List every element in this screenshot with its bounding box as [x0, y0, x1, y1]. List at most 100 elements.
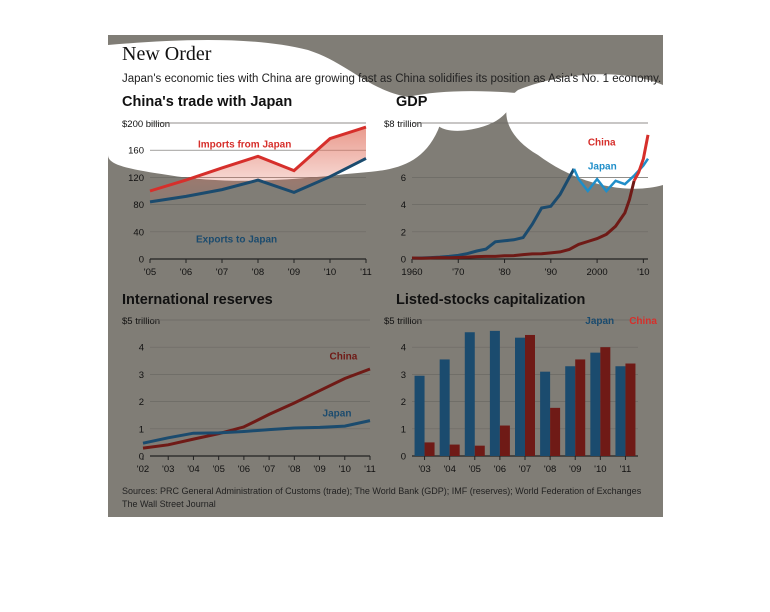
- trade-chart: $200 billion 0 40 80 120 160 '05 '06 '07 '08 '09 '1…: [122, 119, 372, 278]
- reserves-ytick-label: 2: [139, 397, 144, 408]
- reserves-ytick-label: 4: [139, 343, 144, 354]
- japan-stocks-legend: Japan: [585, 316, 614, 327]
- japan-reserves-line: [142, 419, 371, 445]
- china-market-cap-bar: [600, 347, 611, 456]
- china-gdp-line: [411, 180, 636, 260]
- china-market-cap-bar: [625, 363, 636, 456]
- japan-market-cap-bar: [590, 352, 601, 456]
- trade-ytick-label: 120: [128, 173, 144, 184]
- japan-market-cap-bar: [439, 359, 450, 456]
- exports-series-label: Exports to Japan: [196, 235, 277, 246]
- china-reserves-label: China: [330, 351, 358, 362]
- reserves-xtick-label: '03: [162, 464, 174, 475]
- reserves-xtick-label: '07: [263, 464, 275, 475]
- japan-market-cap-bar: [515, 337, 525, 456]
- trade-chart-title: China's trade with Japan: [122, 94, 293, 110]
- stocks-xtick-label: '06: [494, 464, 506, 475]
- sources-note: Sources: PRC General Administration of C…: [122, 486, 642, 496]
- japan-market-cap-bar: [565, 366, 576, 456]
- gdp-xtick-label: '90: [545, 267, 557, 278]
- stocks-ytick-label: 1: [401, 424, 406, 435]
- trade-xtick-label: '09: [288, 267, 300, 278]
- stocks-xtick-label: '09: [569, 464, 581, 475]
- trade-xtick-label: '11: [360, 267, 372, 278]
- stocks-chart-title: Listed-stocks capitalization: [396, 292, 586, 308]
- china-market-cap-bar: [474, 445, 485, 456]
- stocks-unit-label: $5 trillion: [384, 316, 422, 327]
- stocks-ytick-label: 3: [401, 370, 406, 381]
- trade-ytick-label: 0: [139, 255, 144, 266]
- graphic-panel: New Order Japan's economic ties with Chi…: [108, 35, 663, 517]
- trade-xtick-label: '05: [144, 267, 156, 278]
- gdp-unit-label: $8 trillion: [384, 119, 422, 130]
- reserves-ytick-label: 1: [139, 424, 144, 435]
- reserves-xtick-label: '06: [238, 464, 250, 475]
- gdp-chart-title: GDP: [396, 94, 428, 110]
- reserves-xtick-label: '08: [288, 464, 300, 475]
- stocks-chart: $5 trillion 0 1 2 3 4 '03 '04 '05 '06 '07 '08 '09 '10…: [384, 316, 657, 475]
- exports-line: [149, 157, 367, 204]
- reserves-xtick-label: '05: [212, 464, 224, 475]
- reserves-chart: $5 trillion 0 1 2 3 4 '02 '03 '04 '05 '06 '07 '08 '09…: [122, 316, 376, 475]
- japan-market-cap-bar: [615, 366, 626, 456]
- japan-reserves-label: Japan: [323, 408, 352, 419]
- china-gdp-line-recent: [632, 134, 650, 182]
- trade-unit-label: $200 billion: [122, 119, 170, 130]
- japan-market-cap-bar: [464, 332, 475, 456]
- reserves-xtick-label: '02: [137, 464, 149, 475]
- reserves-xtick-label: '04: [187, 464, 199, 475]
- gdp-xtick-label: '70: [452, 267, 464, 278]
- gdp-ytick-label: 2: [401, 227, 406, 238]
- china-stocks-legend: China: [629, 316, 657, 327]
- stocks-ytick-label: 0: [401, 452, 406, 463]
- gdp-xtick-label: '10: [637, 267, 649, 278]
- cloud-right: [506, 74, 663, 189]
- trade-xtick-label: '08: [252, 267, 264, 278]
- stocks-xtick-label: '10: [594, 464, 606, 475]
- stocks-xtick-label: '04: [443, 464, 455, 475]
- china-market-cap-bar: [550, 407, 561, 456]
- reserves-ytick-label: 3: [139, 370, 144, 381]
- stocks-ytick-label: 4: [401, 343, 406, 354]
- japan-gdp-label: Japan: [588, 162, 617, 173]
- china-market-cap-bar: [424, 442, 435, 456]
- trade-xtick-label: '10: [324, 267, 336, 278]
- gdp-xtick-label: '80: [498, 267, 510, 278]
- stocks-xtick-label: '03: [418, 464, 430, 475]
- trade-ytick-label: 40: [133, 227, 144, 238]
- china-market-cap-bar: [499, 425, 510, 456]
- credit-line: The Wall Street Journal: [122, 499, 216, 509]
- china-market-cap-bar: [575, 359, 586, 456]
- reserves-xtick-label: '09: [313, 464, 325, 475]
- stocks-xtick-label: '07: [519, 464, 531, 475]
- stocks-xtick-label: '08: [544, 464, 556, 475]
- reserves-xtick-label: '10: [339, 464, 351, 475]
- graphic-title: New Order: [122, 43, 212, 65]
- japan-market-cap-bar: [540, 371, 551, 456]
- japan-market-cap-bar: [489, 330, 500, 456]
- china-market-cap-bar: [525, 334, 535, 456]
- gdp-ytick-label: 0: [401, 255, 406, 266]
- trade-xtick-label: '07: [216, 267, 228, 278]
- trade-ytick-label: 80: [133, 200, 144, 211]
- japan-market-cap-bar: [414, 375, 425, 456]
- reserves-xtick-label: '11: [364, 464, 376, 475]
- reserves-unit-label: $5 trillion: [122, 316, 160, 327]
- trade-xtick-label: '06: [180, 267, 192, 278]
- china-gdp-label: China: [588, 138, 616, 149]
- gdp-chart: $8 trillion 0 2 4 6 1960 '70 '80 '90 2000 '10 China…: [384, 119, 650, 278]
- graphic-subtitle: Japan's economic ties with China are gro…: [122, 73, 662, 85]
- reserves-chart-title: International reserves: [122, 292, 273, 308]
- imports-line: [149, 125, 367, 193]
- gdp-ytick-label: 6: [401, 173, 406, 184]
- china-market-cap-bar: [449, 444, 460, 456]
- gdp-xtick-label: 2000: [587, 267, 608, 278]
- gdp-ytick-label: 4: [401, 200, 406, 211]
- gdp-xtick-label: 1960: [401, 267, 422, 278]
- reserves-ytick-label: 0: [139, 452, 144, 463]
- stocks-ytick-label: 2: [401, 397, 406, 408]
- imports-series-label: Imports from Japan: [198, 139, 291, 150]
- stocks-xtick-label: '11: [620, 464, 632, 475]
- china-reserves-line: [142, 367, 371, 450]
- stocks-xtick-label: '05: [469, 464, 481, 475]
